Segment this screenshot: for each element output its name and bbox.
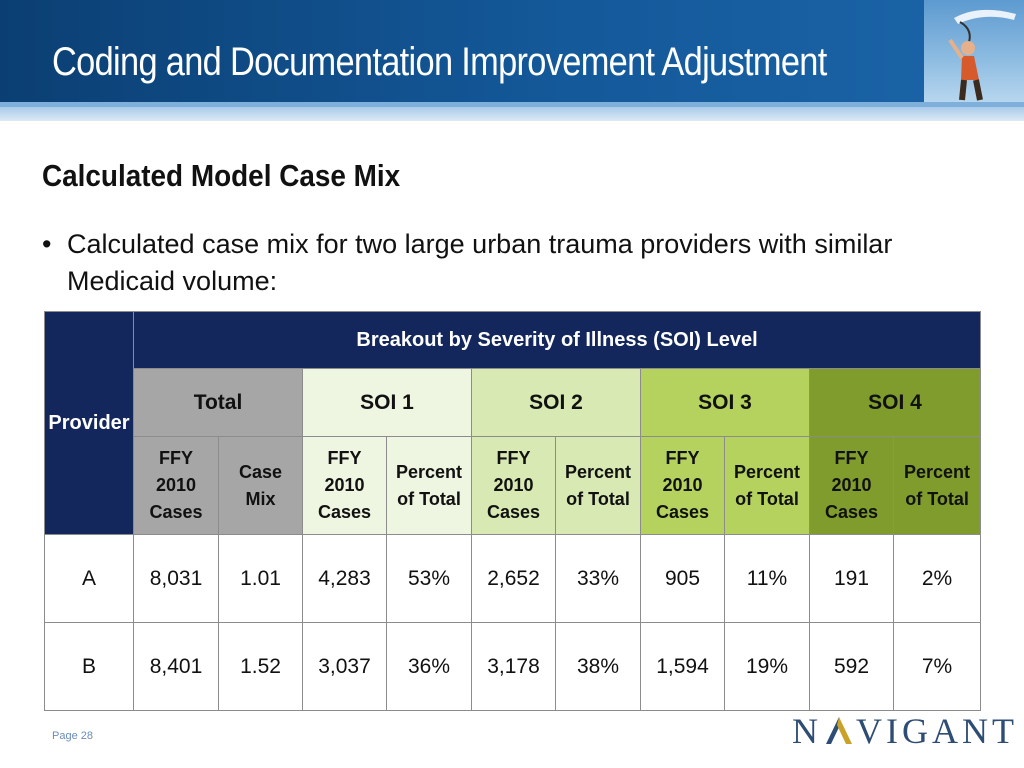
- soi1-percent-cell: 36%: [386, 622, 472, 711]
- subheader-line: Percent: [733, 461, 801, 482]
- subheader-soi2-percent: Percent of Total: [555, 436, 641, 535]
- subheader-line: Cases: [149, 502, 203, 522]
- subheader-line: of Total: [735, 488, 799, 509]
- group-total: Total: [133, 368, 303, 437]
- header-band: [0, 107, 1024, 121]
- soi2-cases-cell: 2,652: [471, 534, 556, 623]
- subheader-soi1-cases: FFY 2010 Cases: [302, 436, 387, 535]
- subheader-soi4-cases: FFY 2010 Cases: [809, 436, 894, 535]
- bullet-dot-icon: •: [42, 229, 52, 259]
- soi4-percent-cell: 2%: [892, 534, 982, 623]
- subheader-line: FFY: [159, 448, 193, 468]
- subheader-line: FFY: [327, 448, 362, 468]
- subheader-case-mix: Case Mix: [218, 436, 303, 535]
- subheader-line: FFY: [834, 448, 869, 468]
- group-soi4: SOI 4: [808, 368, 982, 437]
- soi1-percent-cell: 53%: [386, 534, 472, 623]
- case-mix-table: Provider Breakout by Severity of Illness…: [44, 311, 982, 711]
- subheader-line: FFY: [496, 448, 531, 468]
- header-divider: [0, 102, 1024, 107]
- soi2-cases-cell: 3,178: [471, 622, 556, 711]
- provider-cell: A: [44, 534, 134, 623]
- subheader-line: Mix: [245, 488, 276, 509]
- group-soi2: SOI 2: [471, 368, 641, 437]
- header-bar: Coding and Documentation Improvement Adj…: [0, 0, 1024, 102]
- total-cases-cell: 8,031: [133, 534, 219, 623]
- provider-header: Provider: [44, 311, 134, 535]
- subheader-soi4-percent: Percent of Total: [892, 436, 982, 535]
- group-soi1: SOI 1: [302, 368, 472, 437]
- subheader-line: Percent: [395, 461, 463, 482]
- subheader-soi3-percent: Percent of Total: [724, 436, 810, 535]
- subheader-line: of Total: [566, 488, 630, 509]
- subheader-line: Percent: [904, 461, 971, 482]
- subheader-line: of Total: [397, 488, 461, 509]
- subheader-line: 2010: [493, 475, 534, 495]
- breakout-header: Breakout by Severity of Illness (SOI) Le…: [132, 311, 982, 369]
- subheader-total-cases: FFY 2010 Cases: [133, 436, 219, 535]
- page-number: Page 28: [52, 730, 93, 742]
- logo-left-letter: N: [792, 711, 822, 751]
- subheader-line: Cases: [317, 502, 372, 522]
- case-mix-cell: 1.01: [218, 534, 303, 623]
- group-soi3: SOI 3: [640, 368, 810, 437]
- soi1-cases-cell: 3,037: [302, 622, 387, 711]
- kite-person-illustration: [948, 9, 1016, 101]
- header-photo: [924, 0, 1024, 102]
- soi4-percent-cell: 7%: [892, 622, 982, 711]
- subheader-line: Cases: [655, 502, 710, 522]
- soi4-cases-cell: 191: [809, 534, 894, 623]
- subheader-line: 2010: [324, 475, 365, 495]
- soi2-percent-cell: 33%: [555, 534, 641, 623]
- soi3-cases-cell: 905: [640, 534, 725, 623]
- subheader-line: 2010: [155, 475, 197, 495]
- soi4-cases-cell: 592: [809, 622, 894, 711]
- soi1-cases-cell: 4,283: [302, 534, 387, 623]
- table-row: B 8,401 1.52 3,037 36% 3,178 38% 1,594 1…: [44, 622, 982, 711]
- total-cases-cell: 8,401: [133, 622, 219, 711]
- logo-right-letters: VIGANT: [856, 711, 1018, 751]
- navigant-logo: N VIGANT: [792, 710, 1018, 752]
- case-mix-cell: 1.52: [218, 622, 303, 711]
- soi3-cases-cell: 1,594: [640, 622, 725, 711]
- subheader-soi1-percent: Percent of Total: [386, 436, 472, 535]
- subheader-line: Cases: [824, 502, 879, 522]
- table-row: A 8,031 1.01 4,283 53% 2,652 33% 905 11%…: [44, 534, 982, 623]
- subheader-line: FFY: [665, 448, 700, 468]
- bullet-text: Calculated case mix for two large urban …: [67, 229, 893, 296]
- subheader-soi3-cases: FFY 2010 Cases: [640, 436, 725, 535]
- section-subtitle: Calculated Model Case Mix: [42, 158, 401, 193]
- provider-cell: B: [44, 622, 134, 711]
- subheader-line: 2010: [662, 475, 703, 495]
- subheader-soi2-cases: FFY 2010 Cases: [471, 436, 556, 535]
- subheader-line: Percent: [564, 461, 632, 482]
- subheader-line: of Total: [905, 488, 969, 509]
- soi3-percent-cell: 11%: [724, 534, 810, 623]
- subheader-line: 2010: [831, 475, 872, 495]
- slide-title: Coding and Documentation Improvement Adj…: [52, 40, 827, 84]
- soi3-percent-cell: 19%: [724, 622, 810, 711]
- soi2-percent-cell: 38%: [555, 622, 641, 711]
- subheader-line: Case: [238, 461, 283, 482]
- logo-a-mark-icon: [826, 717, 852, 744]
- subheader-line: Cases: [486, 502, 541, 522]
